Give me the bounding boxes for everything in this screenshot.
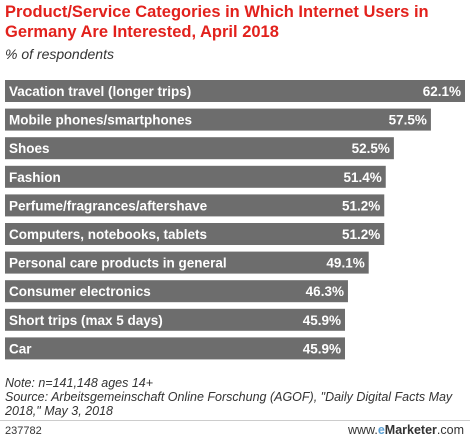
bar xyxy=(5,108,431,131)
brand-logo[interactable]: www.eMarketer.com xyxy=(348,423,464,437)
bar-category-label: Fashion xyxy=(9,170,61,185)
chart-note: Note: n=141,148 ages 14+ xyxy=(5,376,154,390)
bar-value-label: 46.3% xyxy=(306,284,344,299)
bar-chart: Vacation travel (longer trips) 62.1% Mobil… xyxy=(5,80,465,360)
bar-value-label: 57.5% xyxy=(389,113,427,128)
bar-category-label: Perfume/fragrances/aftershave xyxy=(9,198,208,213)
bar-category-label: Shoes xyxy=(9,141,50,156)
bar-category-label: Mobile phones/smartphones xyxy=(9,113,192,128)
bar-value-label: 51.2% xyxy=(342,227,380,242)
chart-title: Product/Service Categories in Which Inte… xyxy=(5,3,429,41)
bar xyxy=(5,194,385,217)
bar-value-label: 51.2% xyxy=(342,198,380,213)
bar-category-label: Vacation travel (longer trips) xyxy=(9,84,191,99)
bar xyxy=(5,223,385,245)
bar-category-label: Car xyxy=(9,341,32,356)
bar-value-label: 45.9% xyxy=(303,341,341,356)
bar xyxy=(5,337,345,360)
bar xyxy=(5,137,394,160)
bar xyxy=(5,251,369,274)
bar-category-label: Consumer electronics xyxy=(9,284,151,299)
footer: 237782 www.eMarketer.com xyxy=(0,420,470,441)
chart-source: Source: Arbeitsgemeinschaft Online Forsc… xyxy=(5,390,453,418)
bar-value-label: 51.4% xyxy=(343,170,381,185)
chart-subtitle: % of respondents xyxy=(5,46,114,62)
brand-suffix: .com xyxy=(436,423,464,437)
bar-value-label: 52.5% xyxy=(352,141,390,156)
brand-prefix: www. xyxy=(347,423,378,437)
bar-value-label: 45.9% xyxy=(303,313,341,328)
bar xyxy=(5,308,345,331)
bar xyxy=(5,280,348,303)
bar-category-label: Personal care products in general xyxy=(9,256,227,271)
bar-value-label: 62.1% xyxy=(423,84,461,99)
bar xyxy=(5,165,386,188)
bar-category-label: Short trips (max 5 days) xyxy=(9,313,163,328)
bar-category-label: Computers, notebooks, tablets xyxy=(9,227,207,242)
bar-value-label: 49.1% xyxy=(326,256,364,271)
bar xyxy=(5,80,465,102)
chart-id: 237782 xyxy=(5,425,42,437)
brand-name: Marketer xyxy=(384,423,437,437)
brand-accent: e xyxy=(377,423,385,437)
